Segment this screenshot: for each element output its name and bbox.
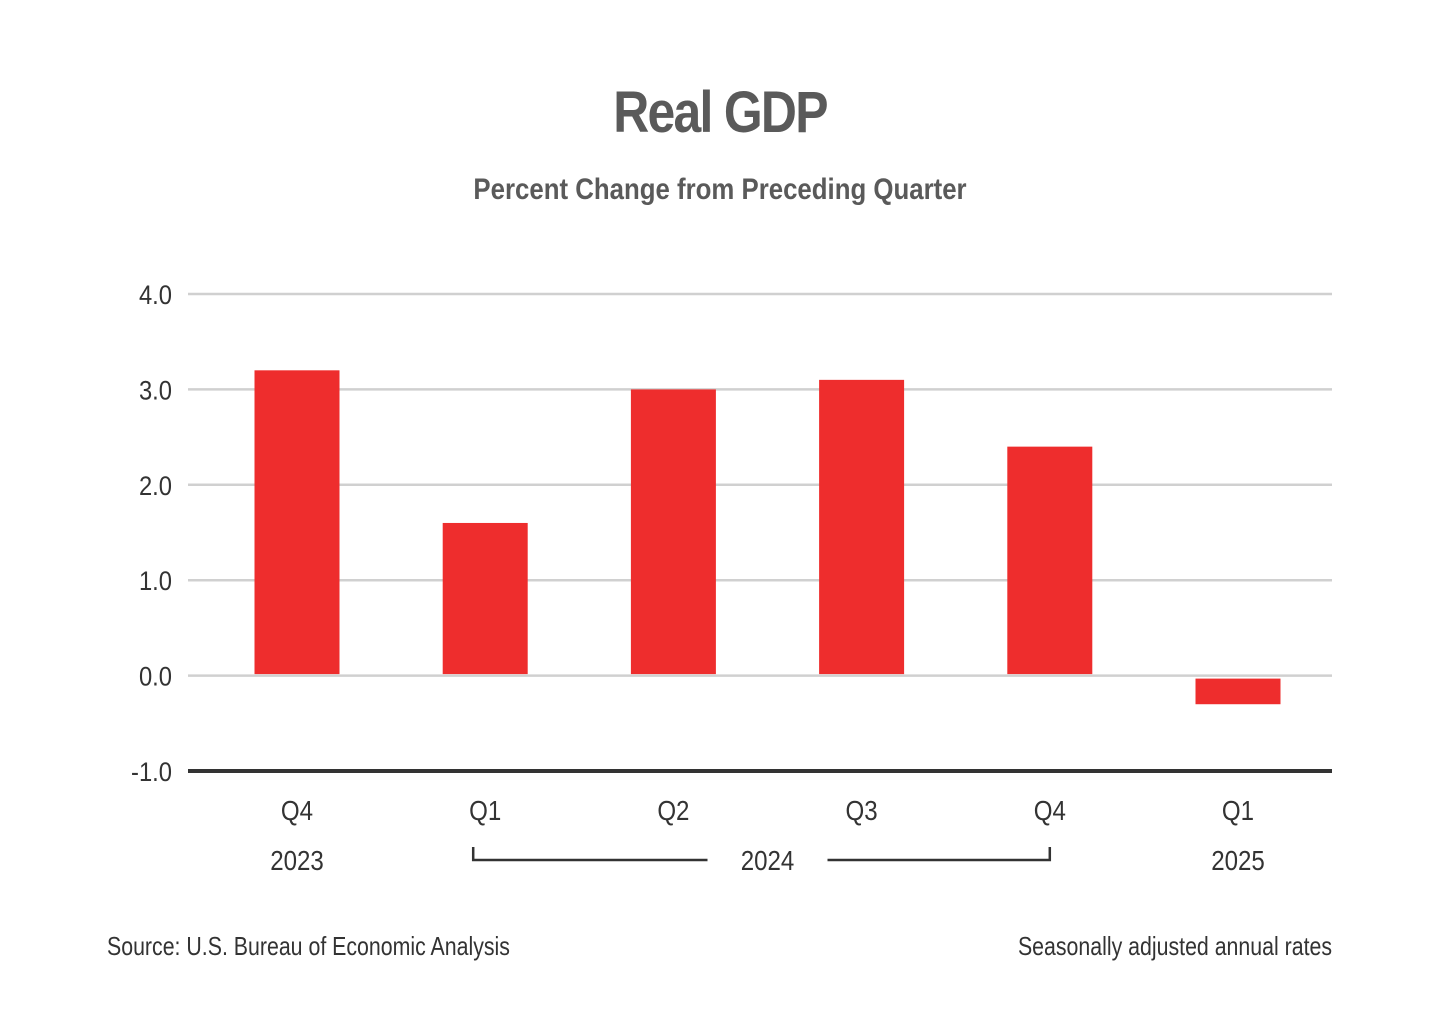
y-tick-label: 2.0 xyxy=(139,471,172,501)
bar xyxy=(1007,446,1093,675)
x-category-label: Q3 xyxy=(846,794,878,826)
bar xyxy=(254,370,340,675)
y-tick-label: 1.0 xyxy=(139,567,172,597)
chart-title: Real GDP xyxy=(613,80,828,145)
bar xyxy=(819,379,905,675)
bar xyxy=(630,389,716,675)
x-category-label: Q2 xyxy=(657,794,689,826)
y-tick-label: 0.0 xyxy=(139,662,172,692)
x-category-label: Q4 xyxy=(281,794,313,826)
bar xyxy=(442,522,528,675)
x-year-label: 2024 xyxy=(741,844,795,876)
x-category-label: Q1 xyxy=(1222,794,1254,826)
x-axis-labels: Q4 Q1 Q2 Q3 Q4 Q1 2023 2024 2025 xyxy=(270,794,1265,876)
year-bracket-left xyxy=(471,847,708,862)
gridlines xyxy=(188,292,1332,677)
year-bracket-right xyxy=(827,847,1052,862)
x-category-label: Q4 xyxy=(1034,794,1066,826)
x-year-label: 2023 xyxy=(270,844,324,876)
chart-subtitle: Percent Change from Preceding Quarter xyxy=(473,173,967,206)
bar xyxy=(1195,678,1281,705)
y-tick-label: 4.0 xyxy=(139,281,172,311)
bars xyxy=(254,370,1281,705)
y-axis-ticks: 4.0 3.0 2.0 1.0 0.0 -1.0 xyxy=(131,281,172,788)
y-tick-label: 3.0 xyxy=(139,376,172,406)
y-tick-label: -1.0 xyxy=(131,758,172,788)
x-year-label: 2025 xyxy=(1211,844,1265,876)
source-note: Source: U.S. Bureau of Economic Analysis xyxy=(107,931,510,961)
rate-note: Seasonally adjusted annual rates xyxy=(1017,931,1332,961)
x-category-label: Q1 xyxy=(469,794,501,826)
